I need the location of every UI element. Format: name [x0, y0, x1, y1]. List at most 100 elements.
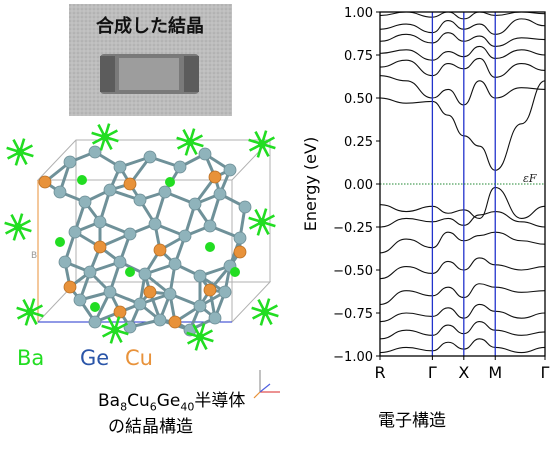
ge-atom — [73, 293, 87, 307]
y-axis-label: Energy (eV) — [301, 137, 320, 231]
ba-star-atom — [248, 130, 276, 158]
legend-ba: Ba — [17, 346, 45, 370]
atoms — [4, 123, 279, 351]
ba-atom — [55, 237, 65, 247]
cu-atom — [123, 177, 137, 191]
ba-star-atom — [176, 128, 204, 156]
ba-star-atom — [248, 208, 276, 236]
y-tick-label: 0.75 — [344, 49, 373, 64]
band-line-10 — [379, 231, 546, 254]
ge-atom — [158, 185, 172, 199]
legend-ge: Ge — [80, 346, 110, 370]
formula-cu: Cu — [127, 391, 150, 411]
band-line-3 — [379, 32, 546, 47]
ge-atom — [78, 195, 92, 209]
ge-atom — [133, 297, 147, 311]
ge-atom — [193, 269, 207, 283]
ge-atom — [203, 219, 217, 233]
legend-cu: Cu — [125, 346, 153, 370]
ge-atom — [193, 299, 207, 313]
formula-ba: Ba — [98, 391, 121, 411]
band-line-5 — [379, 57, 546, 78]
ba-atom — [230, 267, 240, 277]
band-line-7 — [379, 80, 546, 171]
ba-atom — [90, 302, 100, 312]
band-line-14 — [379, 321, 546, 340]
ba-star-atom — [101, 316, 129, 344]
ge-atom — [93, 215, 107, 229]
x-tick-label-Γ: Γ — [541, 363, 550, 382]
ge-atom — [233, 231, 247, 245]
x-tick-label-Γ: Γ — [428, 363, 437, 382]
ge-atom — [53, 185, 67, 199]
x-tick-label-X: X — [458, 363, 469, 382]
ge-atom — [148, 217, 162, 231]
ge-atom — [163, 287, 177, 301]
ge-atom — [188, 197, 202, 211]
ge-atom — [153, 313, 167, 327]
band-line-12 — [379, 283, 546, 305]
formula-ge-sub: 40 — [180, 400, 195, 414]
band-line-8 — [379, 186, 546, 219]
axes-orientation-icon — [253, 370, 280, 399]
formula-suffix: 半導体 — [194, 391, 246, 411]
ba-star-atom — [91, 123, 119, 151]
ge-atom — [68, 225, 82, 239]
ba-star-atom — [4, 213, 32, 241]
cu-atom — [63, 280, 77, 294]
ba-star-atom — [186, 323, 214, 351]
y-tick-label: 1.00 — [344, 6, 373, 21]
cu-atom — [203, 283, 217, 297]
cu-atom — [38, 175, 52, 189]
cu-atom — [113, 305, 127, 319]
ge-atom — [103, 285, 117, 299]
ge-atom — [113, 160, 127, 174]
cu-atom — [168, 315, 182, 329]
crystal-structure: B — [4, 123, 279, 351]
ge-atom — [213, 187, 227, 201]
ba-atom — [205, 242, 215, 252]
ba-star-atom — [251, 298, 279, 326]
ge-atom — [88, 315, 102, 329]
band-line-13 — [379, 303, 546, 323]
crystal-photo: 合成した結晶 — [69, 4, 232, 116]
ge-atom — [223, 163, 237, 177]
y-tick-label: −0.50 — [333, 264, 373, 279]
band-line-9 — [379, 210, 546, 228]
ge-atom — [198, 147, 212, 161]
ba-atom — [77, 175, 87, 185]
ge-atom — [238, 200, 252, 214]
ge-atom — [138, 267, 152, 281]
ba-atom — [165, 177, 175, 187]
ge-atom — [88, 145, 102, 159]
band-structure-caption: 電子構造 — [378, 411, 446, 431]
axis-b-label: B — [31, 251, 37, 261]
y-tick-label: 0.00 — [344, 178, 373, 193]
cu-atom — [93, 240, 107, 254]
x-tick-label-R: R — [374, 363, 385, 382]
ge-atom — [113, 255, 127, 269]
ge-atom — [208, 311, 222, 325]
formula-ge: Ge — [156, 391, 181, 411]
band-structure-chart: εF 1.00 0.75 0.50 0.25 0.00 −0.25 −0.50 −0.75 −1… — [301, 6, 550, 382]
ba-star-atom — [6, 138, 34, 166]
ge-atom — [58, 255, 72, 269]
band-line-15 — [379, 338, 546, 354]
cu-atom — [208, 170, 222, 184]
cu-atom — [143, 285, 157, 299]
ge-atom — [178, 229, 192, 243]
photo-title: 合成した結晶 — [96, 15, 204, 37]
ge-atom — [63, 155, 77, 169]
chemical-formula: Ba8Cu6Ge40半導体 — [98, 386, 245, 413]
ge-atom — [103, 183, 117, 197]
ge-atom — [168, 257, 182, 271]
cu-atom — [233, 245, 247, 259]
band-lines — [379, 11, 546, 354]
ge-atom — [173, 160, 187, 174]
band-line-4 — [379, 45, 546, 61]
ge-atom — [123, 227, 137, 241]
formula-ba-sub: 8 — [120, 400, 128, 414]
y-tick-label: −1.00 — [333, 350, 373, 365]
band-line-2 — [379, 18, 546, 35]
